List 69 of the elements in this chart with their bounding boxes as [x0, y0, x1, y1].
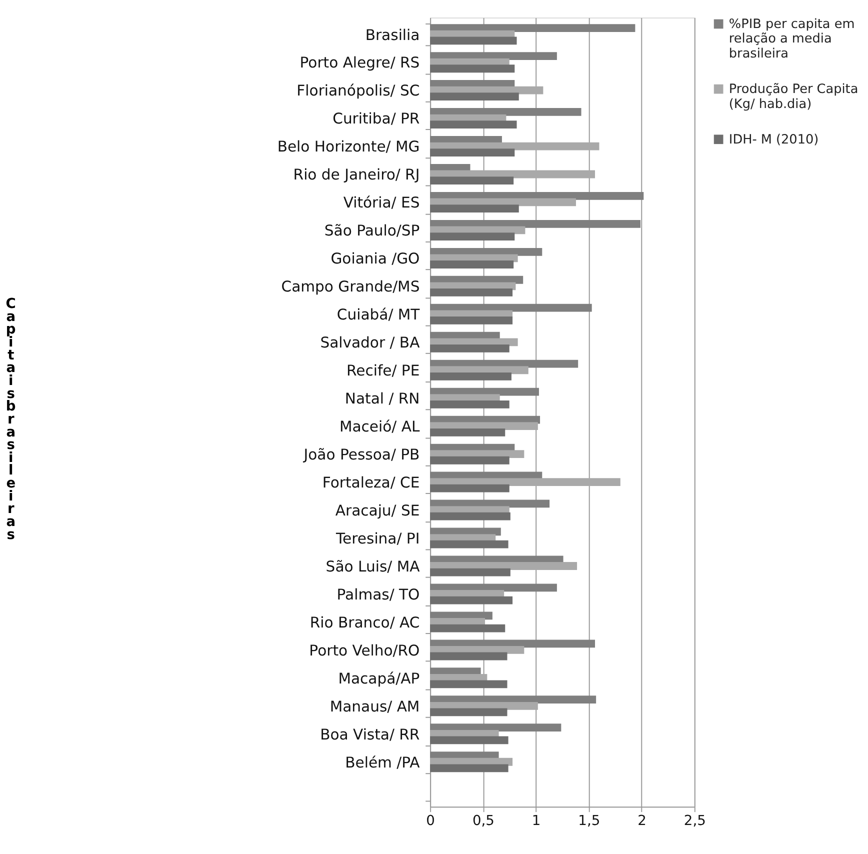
bar: [430, 260, 514, 268]
y-tick-label: Brasilia: [365, 26, 420, 44]
y-tick-label: Curitiba/ PR: [332, 110, 420, 128]
bar: [430, 512, 510, 520]
bar: [430, 596, 513, 604]
y-tick-label: Cuiabá/ MT: [336, 306, 421, 324]
y-tick-label: Maceió/ AL: [339, 418, 420, 436]
y-tick-label: Natal / RN: [344, 390, 420, 408]
bar: [430, 764, 508, 772]
bar: [430, 540, 508, 548]
y-tick-label: Rio de Janeiro/ RJ: [293, 166, 420, 184]
bar: [430, 120, 517, 129]
bar: [430, 288, 513, 296]
legend-label: %PIB per capita em relação a media brasileira: [728, 16, 855, 62]
bar: [430, 680, 508, 688]
bar: [430, 220, 640, 228]
legend-label: IDH- M (2010): [728, 132, 819, 148]
bar: [430, 316, 513, 324]
y-tick-label: João Pessoa/ PB: [302, 446, 420, 464]
bar: [430, 724, 562, 732]
bar: [430, 148, 515, 157]
y-tick-label: Campo Grande/MS: [281, 278, 420, 296]
y-tick-label: São Luis/ MA: [326, 558, 420, 576]
bar: [430, 24, 636, 32]
y-tick-label: Porto Alegre/ RS: [300, 54, 420, 72]
y-tick-label: Salvador / BA: [320, 334, 420, 352]
bar: [430, 108, 582, 116]
bar: [430, 478, 620, 486]
y-tick-label: Rio Branco/ AC: [310, 614, 420, 632]
y-tick-label: Aracaju/ SE: [335, 502, 420, 520]
bar: [430, 36, 517, 45]
bar: [430, 64, 515, 73]
y-tick-label: São Paulo/SP: [324, 222, 420, 240]
y-tick-label: Florianópolis/ SC: [296, 82, 420, 100]
y-tick-label: Fortaleza/ CE: [322, 474, 420, 492]
bar: [430, 176, 514, 184]
y-tick-label: Belém /PA: [345, 754, 420, 772]
legend-label: Produção Per Capita (Kg/ hab.dia): [728, 82, 858, 112]
x-tick-label: 0: [426, 812, 435, 829]
text: Capitais brasileiras: [6, 296, 16, 543]
bar: [430, 624, 506, 632]
x-tick-label: 2,5: [684, 812, 706, 829]
bar: [430, 568, 510, 576]
bar: [430, 204, 519, 212]
bar: [430, 400, 510, 408]
x-tick-label: 1,5: [578, 812, 600, 829]
bar: [430, 92, 519, 101]
bar: [430, 428, 506, 436]
bar: [430, 456, 510, 464]
y-tick-label: Manaus/ AM: [330, 698, 420, 716]
y-tick-label: Recife/ PE: [346, 362, 420, 380]
bar: [430, 652, 508, 660]
y-tick-label: Palmas/ TO: [336, 586, 420, 604]
bar: [430, 484, 510, 492]
x-tick-label: 2: [638, 812, 646, 829]
y-tick-label: Porto Velho/RO: [309, 642, 420, 660]
y-tick-label: Boa Vista/ RR: [320, 726, 420, 744]
bar: [430, 232, 515, 240]
bar: [430, 708, 508, 716]
bar: [430, 736, 508, 744]
y-tick-label: Belo Horizonte/ MG: [277, 138, 420, 156]
bar: [430, 372, 512, 380]
x-tick-label: 1: [532, 812, 541, 829]
y-tick-label: Goiania /GO: [330, 250, 420, 268]
y-tick-label: Macapá/AP: [338, 670, 420, 688]
x-tick-label: 0,5: [472, 812, 494, 829]
y-tick-label: Teresina/ PI: [335, 530, 420, 548]
bar: [430, 344, 510, 352]
y-tick-label: Vitória/ ES: [343, 194, 420, 212]
